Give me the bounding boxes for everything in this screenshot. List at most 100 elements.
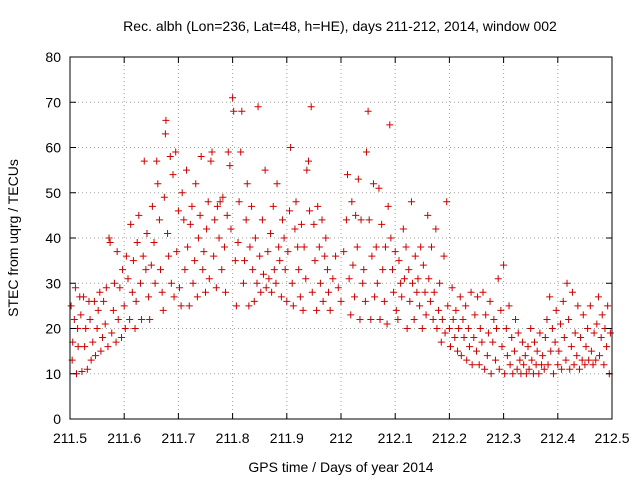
y-tick-label: 50 (45, 185, 61, 201)
y-axis-label: STEC from uqrg / TECUs (5, 159, 21, 317)
data-point (230, 107, 238, 115)
chart-title: Rec. albh (Lon=236, Lat=48, h=HE), days … (123, 18, 557, 34)
data-point (582, 343, 590, 351)
data-point (484, 329, 492, 337)
data-point (491, 356, 499, 364)
data-point (296, 293, 304, 301)
data-point (538, 361, 546, 369)
data-point (470, 334, 478, 342)
data-point (100, 297, 108, 305)
data-point (384, 202, 392, 210)
data-point (227, 225, 235, 233)
data-point (468, 361, 476, 369)
data-point (170, 293, 178, 301)
data-point (164, 229, 172, 237)
data-point (539, 352, 547, 360)
data-point (121, 325, 129, 332)
data-point (199, 266, 207, 274)
data-point (435, 306, 443, 314)
data-point (428, 243, 436, 251)
data-point (153, 157, 161, 165)
data-point (211, 216, 219, 224)
data-point (593, 320, 601, 328)
data-point (592, 356, 600, 364)
data-point (426, 297, 434, 305)
data-point (241, 257, 249, 265)
data-point (457, 352, 465, 360)
data-point (242, 216, 250, 224)
data-point (448, 284, 456, 292)
data-point (131, 325, 139, 332)
data-point (379, 266, 387, 274)
data-point (147, 261, 155, 269)
data-point (239, 279, 247, 287)
x-tick-label: 212.2 (432, 430, 467, 446)
data-point (286, 207, 294, 215)
data-point (417, 243, 425, 251)
axis-ticks: 211.5 211.6 211.7 211.8 211.9 212 212.1 212.2 21… (45, 49, 629, 446)
data-point (400, 275, 408, 283)
data-point (516, 356, 524, 364)
data-point (223, 211, 231, 219)
data-point (481, 365, 489, 373)
data-point (74, 343, 82, 351)
data-point (203, 225, 211, 233)
data-point (482, 311, 490, 319)
data-point (71, 284, 79, 292)
data-point (387, 234, 395, 242)
data-point (160, 193, 168, 201)
y-tick-label: 20 (45, 321, 61, 337)
data-point (297, 220, 305, 228)
data-point (489, 338, 497, 346)
data-point (189, 279, 197, 287)
data-point (373, 279, 381, 287)
data-point (360, 266, 368, 274)
data-point (356, 315, 364, 323)
data-point (351, 293, 359, 301)
data-point (451, 334, 459, 342)
data-point (510, 347, 518, 355)
data-point (446, 343, 454, 351)
data-point (603, 343, 611, 351)
data-point (456, 293, 464, 301)
data-point (120, 302, 128, 310)
data-point (213, 202, 221, 210)
data-point (508, 334, 516, 342)
data-point (329, 275, 337, 283)
data-point (99, 334, 107, 342)
data-point (506, 361, 514, 369)
data-point (114, 315, 122, 323)
data-point (375, 184, 383, 192)
data-point (249, 266, 257, 274)
data-points (67, 94, 614, 378)
data-point (586, 302, 594, 310)
data-point (105, 234, 113, 242)
data-point (378, 220, 386, 228)
data-point (157, 266, 165, 274)
data-point (128, 288, 136, 296)
data-point (348, 198, 356, 206)
data-point (313, 306, 321, 314)
data-point (596, 352, 604, 360)
data-point (307, 103, 315, 111)
data-point (104, 343, 112, 351)
data-point (436, 279, 444, 287)
data-point (235, 198, 243, 206)
data-point (126, 315, 134, 323)
data-point (224, 148, 232, 156)
data-point (546, 293, 554, 301)
data-point (536, 329, 544, 337)
data-point (544, 361, 552, 369)
data-point (276, 257, 284, 265)
data-point (354, 175, 362, 183)
data-point (310, 220, 318, 228)
data-point (392, 306, 400, 314)
data-point (419, 261, 427, 269)
x-tick-label: 212 (329, 430, 353, 446)
data-point (314, 202, 322, 210)
data-point (337, 297, 345, 305)
data-point (587, 347, 595, 355)
data-point (560, 334, 568, 342)
data-point (476, 325, 484, 332)
